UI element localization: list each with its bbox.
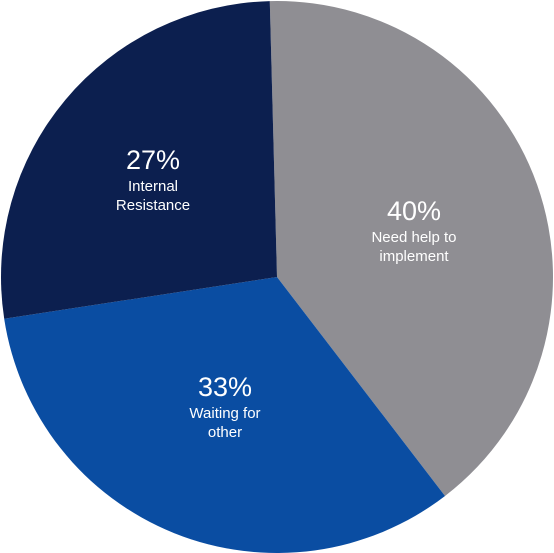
slice-label: 27% Internal Resistance bbox=[106, 145, 201, 215]
pie-slice bbox=[4, 277, 446, 553]
category-label: Internal Resistance bbox=[115, 178, 191, 214]
slice-label: 33% Waiting for other bbox=[175, 372, 275, 442]
value-label: 27% bbox=[125, 145, 181, 175]
pie-slice bbox=[269, 1, 553, 496]
category-label: Waiting for other bbox=[189, 405, 261, 441]
pie-slice bbox=[1, 1, 278, 319]
slice-label: 40% Need help to implement bbox=[357, 196, 472, 266]
value-label: 40% bbox=[386, 196, 442, 226]
category-label: Need help to implement bbox=[371, 229, 457, 265]
value-label: 33% bbox=[197, 372, 253, 402]
